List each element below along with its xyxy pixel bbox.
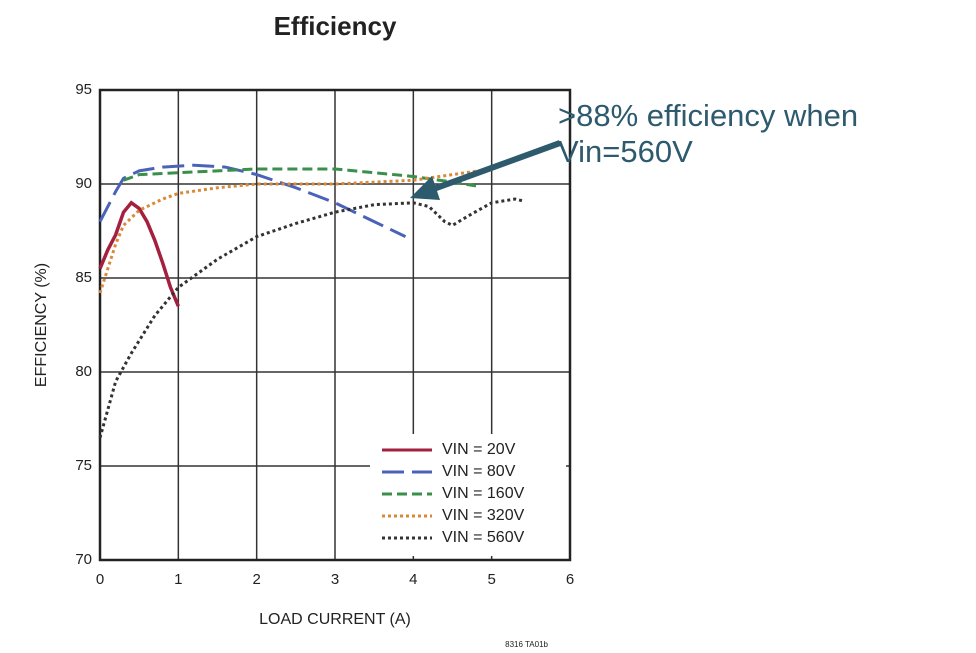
y-tick-label: 95 <box>75 81 92 98</box>
x-tick-label: 4 <box>409 571 417 588</box>
series-line <box>98 163 407 238</box>
y-axis-label: EFFICIENCY (%) <box>33 263 50 387</box>
annotation-arrow <box>426 140 562 194</box>
x-tick-label: 1 <box>174 571 182 588</box>
x-tick-label: 6 <box>566 571 574 588</box>
chart-title: Efficiency <box>274 11 397 41</box>
series-line <box>98 200 180 307</box>
y-tick-label: 80 <box>75 363 92 380</box>
x-tick-label: 2 <box>252 571 260 588</box>
legend-label: VIN = 560V <box>442 529 525 546</box>
legend-label: VIN = 320V <box>442 507 525 524</box>
footnote: 8316 TA01b <box>505 640 548 649</box>
x-axis-label: LOAD CURRENT (A) <box>259 611 411 628</box>
series-line <box>98 197 524 439</box>
x-tick-label: 5 <box>487 571 495 588</box>
x-tick-label: 0 <box>96 571 104 588</box>
y-tick-label: 70 <box>75 551 92 568</box>
y-tick-label: 90 <box>75 175 92 192</box>
annotation-text: >88% efficiency when <box>558 98 858 133</box>
y-tick-label: 85 <box>75 269 92 286</box>
y-tick-label: 75 <box>75 457 92 474</box>
legend-label: VIN = 160V <box>442 485 525 502</box>
annotation-text: Vin=560V <box>558 134 693 169</box>
legend-label: VIN = 80V <box>442 463 516 480</box>
legend-label: VIN = 20V <box>442 441 516 458</box>
plot-frame <box>98 88 572 562</box>
x-tick-label: 3 <box>331 571 339 588</box>
annotation-arrowhead <box>410 176 440 200</box>
